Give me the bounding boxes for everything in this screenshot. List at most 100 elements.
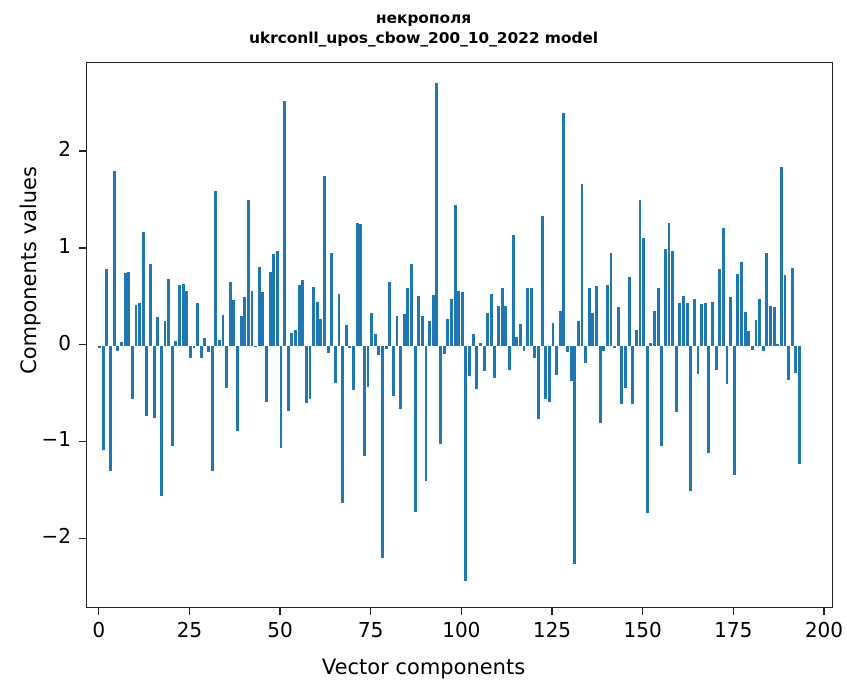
bar — [558, 310, 562, 346]
bar — [642, 238, 646, 346]
bar — [170, 345, 174, 447]
bar — [489, 294, 493, 346]
bar — [207, 345, 210, 353]
bar — [790, 268, 794, 346]
bar — [605, 284, 609, 346]
bar — [366, 345, 370, 388]
bar — [138, 303, 142, 346]
bar — [613, 345, 617, 348]
plot-axes — [86, 62, 833, 608]
bar — [112, 171, 116, 346]
x-tick-label: 175 — [714, 618, 753, 642]
bar — [707, 345, 711, 454]
bar — [522, 345, 526, 351]
bar — [595, 285, 598, 346]
bar — [518, 324, 522, 346]
bar — [555, 345, 559, 375]
bar — [772, 306, 776, 346]
bar — [497, 305, 500, 346]
bar — [362, 345, 366, 457]
bar — [174, 340, 178, 346]
x-tick-mark — [551, 608, 553, 615]
bar — [671, 250, 675, 346]
bar — [627, 276, 631, 346]
bar — [109, 345, 112, 471]
x-tick-label: 0 — [92, 618, 106, 642]
bar — [254, 345, 258, 347]
bar — [265, 345, 268, 402]
bar — [312, 286, 316, 346]
bar — [301, 279, 305, 346]
bar — [98, 345, 102, 348]
bar — [743, 311, 747, 346]
bar — [221, 314, 225, 346]
x-tick-label: 125 — [532, 618, 572, 642]
bar — [424, 345, 428, 482]
bar — [304, 345, 308, 403]
bar — [482, 345, 486, 371]
bar — [729, 297, 733, 346]
bar — [297, 284, 301, 346]
x-tick-mark — [732, 608, 734, 615]
bar — [199, 345, 203, 359]
bar — [533, 345, 537, 359]
bar — [431, 295, 435, 346]
bar — [515, 336, 519, 346]
bar — [689, 345, 693, 491]
bar — [116, 345, 120, 351]
bar — [573, 345, 577, 565]
y-tick-label: 0 — [58, 330, 71, 355]
bar — [315, 302, 319, 346]
bar — [663, 248, 667, 346]
bar — [239, 315, 243, 346]
bar — [464, 345, 468, 581]
bar — [678, 303, 682, 346]
bar — [547, 345, 551, 402]
bar — [272, 253, 276, 346]
bar — [725, 345, 729, 385]
bar — [428, 320, 432, 346]
bar — [399, 345, 403, 409]
bar — [638, 199, 642, 346]
bar — [468, 345, 471, 376]
bar — [101, 345, 105, 451]
bar — [214, 190, 218, 346]
bar — [290, 333, 294, 346]
y-axis-label: Components values — [17, 166, 41, 374]
y-tick-label: −1 — [41, 427, 71, 452]
bar — [562, 113, 566, 346]
bar — [478, 342, 482, 346]
bar — [275, 250, 279, 346]
bar — [337, 294, 341, 346]
bar — [682, 296, 685, 346]
bar — [794, 345, 798, 373]
bar — [656, 287, 660, 346]
bar — [634, 330, 638, 346]
bar — [410, 264, 413, 346]
bar — [798, 345, 801, 464]
bar — [750, 345, 754, 350]
bar — [134, 305, 138, 346]
bar — [268, 272, 272, 346]
bar — [130, 345, 134, 399]
bar — [145, 345, 149, 417]
bar — [250, 291, 254, 346]
y-tick-mark — [79, 343, 86, 346]
bar — [203, 337, 207, 346]
bar — [721, 227, 725, 346]
bar — [765, 252, 769, 346]
bar — [181, 283, 185, 346]
bar — [645, 345, 649, 514]
bar — [761, 345, 765, 352]
bar — [457, 290, 461, 346]
bar — [119, 341, 123, 346]
x-tick-label: 100 — [442, 618, 481, 642]
bar — [732, 345, 736, 476]
bar — [283, 100, 287, 346]
y-tick-mark — [79, 150, 86, 152]
bar — [526, 287, 530, 346]
bar — [323, 176, 326, 346]
bar — [439, 345, 442, 445]
chart-title: некрополя ukrconll_upos_cbow_200_10_2022… — [0, 8, 847, 49]
bar — [257, 267, 261, 346]
